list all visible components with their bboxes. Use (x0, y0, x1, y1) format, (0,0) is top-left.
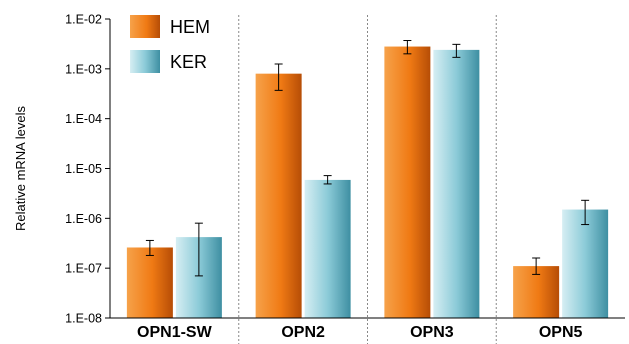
y-tick-label: 1.E-02 (65, 13, 102, 27)
bar-hem-opn3 (384, 46, 431, 318)
legend: HEM KER (130, 15, 210, 73)
category-labels: OPN1-SW OPN2 OPN3 OPN5 (137, 324, 582, 341)
error-bar-hem-opn2 (274, 63, 283, 91)
legend-label-hem: HEM (170, 17, 210, 37)
category-separators (238, 15, 497, 344)
y-tick-label: 1.E-06 (65, 212, 102, 226)
axes (109, 19, 625, 319)
category-label: OPN1-SW (137, 324, 213, 341)
bar-ker-opn3 (433, 49, 480, 318)
legend-label-ker: KER (170, 52, 207, 72)
y-axis-title: Relative mRNA levels (13, 106, 28, 231)
legend-swatch-hem (130, 15, 160, 38)
error-bar-hem-opn5 (532, 257, 541, 275)
error-bar-ker-opn1-sw (194, 222, 203, 277)
bars (126, 46, 609, 318)
error-bars (145, 40, 590, 277)
legend-swatch-ker (130, 50, 160, 73)
bar-ker-opn5 (562, 209, 609, 318)
y-tick-label: 1.E-07 (65, 262, 102, 276)
bar-ker-opn2 (304, 179, 351, 318)
error-bar-ker-opn2 (323, 175, 332, 185)
bar-hem-opn1-sw (126, 247, 173, 318)
y-axis-ticks: 1.E-02 1.E-03 1.E-04 1.E-05 1.E-06 1.E-07 1.E-… (65, 13, 110, 326)
y-axis-label: Relative mRNA levels (13, 106, 28, 231)
y-tick-label: 1.E-04 (65, 112, 102, 126)
y-tick-label: 1.E-08 (65, 312, 102, 326)
y-tick-label: 1.E-05 (65, 162, 102, 176)
category-label: OPN5 (539, 324, 583, 341)
y-tick-label: 1.E-03 (65, 62, 102, 76)
bar-hem-opn2 (255, 73, 302, 318)
category-label: OPN2 (281, 324, 325, 341)
error-bar-hem-opn3 (403, 40, 412, 55)
error-bar-ker-opn3 (452, 43, 461, 58)
error-bar-ker-opn5 (581, 199, 590, 226)
error-bar-hem-opn1-sw (145, 239, 154, 256)
category-label: OPN3 (410, 324, 454, 341)
